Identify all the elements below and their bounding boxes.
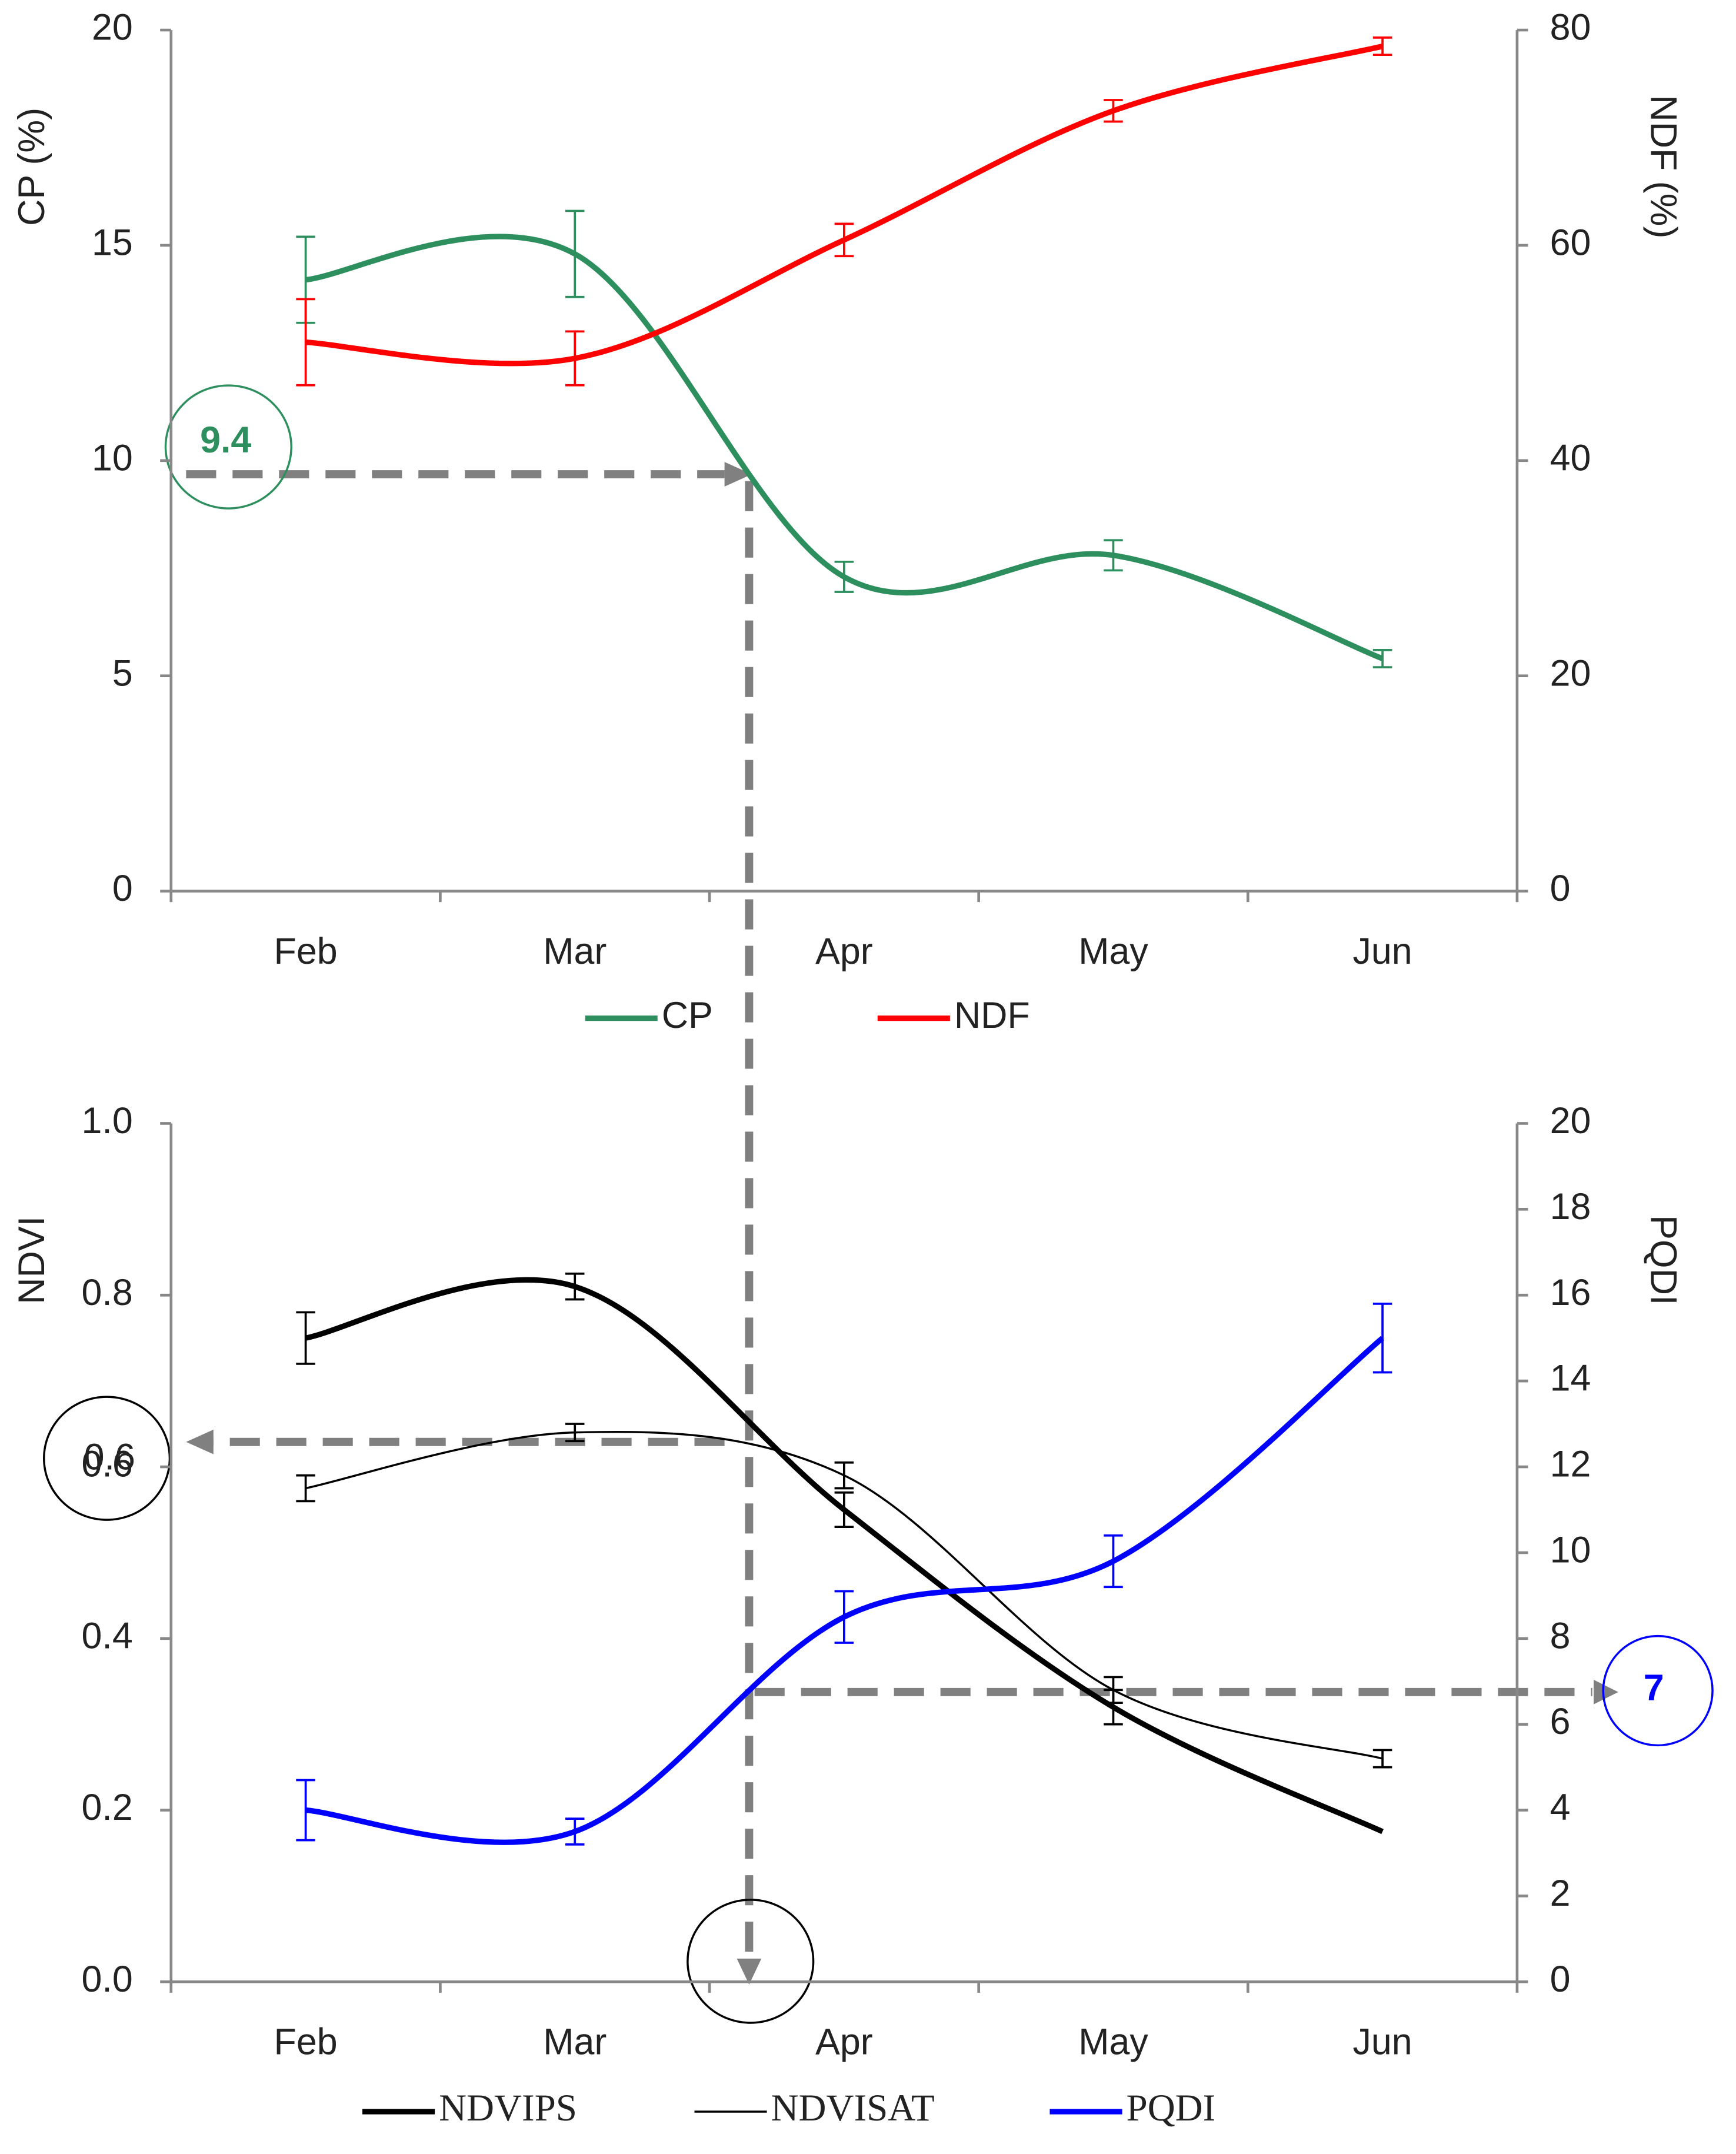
circle	[164, 384, 292, 510]
arrow-head	[724, 462, 752, 487]
error-bar	[834, 1590, 854, 1644]
x-tick-label: Apr	[815, 931, 873, 972]
y2-tick-label: 8	[1550, 1615, 1571, 1656]
error-bar	[296, 1311, 315, 1365]
annotation: 7	[1644, 1667, 1664, 1709]
y2-tick-label: 18	[1550, 1186, 1591, 1227]
y2-axis-label: NDF (%)	[1642, 95, 1684, 238]
y2-axis-label: PQDI	[1642, 1215, 1684, 1305]
error-bar	[834, 1461, 854, 1490]
axis-line	[169, 30, 1519, 893]
y2-tick-label: 16	[1550, 1272, 1591, 1313]
y-tick-label: 0.4	[82, 1615, 133, 1656]
error-bar	[1104, 1534, 1123, 1589]
y2-tick-label: 80	[1550, 7, 1591, 48]
error-bar	[834, 222, 854, 258]
y-axis-label: CP (%)	[11, 108, 52, 226]
x-tick-label: Jun	[1353, 931, 1412, 972]
error-bar	[1372, 36, 1392, 56]
x-tick-label: May	[1078, 931, 1148, 972]
y-axis-label: NDVI	[11, 1216, 52, 1304]
y2-tick-label: 14	[1550, 1358, 1591, 1399]
legend-label: NDVIPS	[439, 2087, 577, 2129]
series-line	[305, 234, 1384, 661]
y2-tick-label: 6	[1550, 1701, 1571, 1742]
series-line	[305, 44, 1384, 367]
legend-label: PQDI	[1127, 2087, 1216, 2129]
error-bar	[834, 1491, 854, 1528]
error-bar	[565, 1423, 585, 1443]
y2-tick-label: 20	[1550, 652, 1591, 694]
error-bar	[565, 1272, 585, 1301]
x-tick-label: Mar	[543, 931, 607, 972]
y-tick-label: 0.8	[82, 1272, 133, 1313]
error-bar	[1372, 1749, 1392, 1769]
x-tick-label: Mar	[543, 2022, 607, 2063]
circle	[687, 1899, 815, 2024]
y-tick-label: 1.0	[82, 1100, 133, 1141]
x-tick-label: Feb	[274, 931, 338, 972]
arrow-head	[1593, 1679, 1618, 1704]
annotation: 0.6	[84, 1436, 135, 1477]
y2-tick-label: 0	[1550, 868, 1571, 909]
error-bar	[565, 209, 585, 298]
y-tick-label: 15	[92, 222, 133, 264]
error-bar	[834, 560, 854, 593]
annotation: 9.4	[200, 420, 251, 461]
y2-tick-label: 20	[1550, 1100, 1591, 1141]
axis-line	[169, 1123, 1519, 1983]
x-tick-label: Feb	[274, 2022, 338, 2063]
y2-tick-label: 4	[1550, 1787, 1571, 1828]
error-bar	[296, 1779, 315, 1842]
y2-tick-label: 10	[1550, 1529, 1591, 1570]
legend-label: NDF	[954, 995, 1030, 1036]
error-bar	[1372, 648, 1392, 668]
error-bar	[1104, 99, 1123, 123]
error-bar	[1104, 539, 1123, 572]
error-bar	[296, 1474, 315, 1503]
arrow-head	[186, 1429, 214, 1454]
guides	[186, 470, 1592, 1962]
x-tick-label: Jun	[1353, 2022, 1412, 2063]
legend-label: NDVISAT	[771, 2087, 935, 2129]
y-tick-label: 20	[92, 7, 133, 48]
y2-tick-label: 2	[1550, 1873, 1571, 1914]
series-line	[305, 1277, 1384, 1835]
circles	[43, 384, 1714, 2024]
error-bar	[565, 330, 585, 387]
y-tick-label: 0.6	[82, 1444, 133, 1485]
x-tick-label: Apr	[815, 2022, 873, 2063]
x-tick-label: May	[1078, 2022, 1148, 2063]
error-bar	[565, 1817, 585, 1846]
y2-tick-label: 40	[1550, 437, 1591, 478]
error-bar	[296, 298, 315, 387]
legend-label: CP	[662, 995, 713, 1036]
y-tick-label: 0.0	[82, 1959, 133, 2000]
y-tick-label: 5	[112, 652, 133, 694]
y-tick-label: 10	[92, 437, 133, 478]
series-line	[305, 1430, 1383, 1760]
circle	[1602, 1634, 1714, 1747]
y2-tick-label: 12	[1550, 1444, 1591, 1485]
y-tick-label: 0.2	[82, 1787, 133, 1828]
error-bar	[1372, 1302, 1392, 1374]
y-tick-label: 0	[112, 868, 133, 909]
y2-tick-label: 60	[1550, 222, 1591, 264]
arrow-head	[737, 1958, 762, 1985]
y2-tick-label: 0	[1550, 1959, 1571, 2000]
guide-heads	[186, 462, 1618, 1985]
error-bar	[1104, 1676, 1123, 1704]
